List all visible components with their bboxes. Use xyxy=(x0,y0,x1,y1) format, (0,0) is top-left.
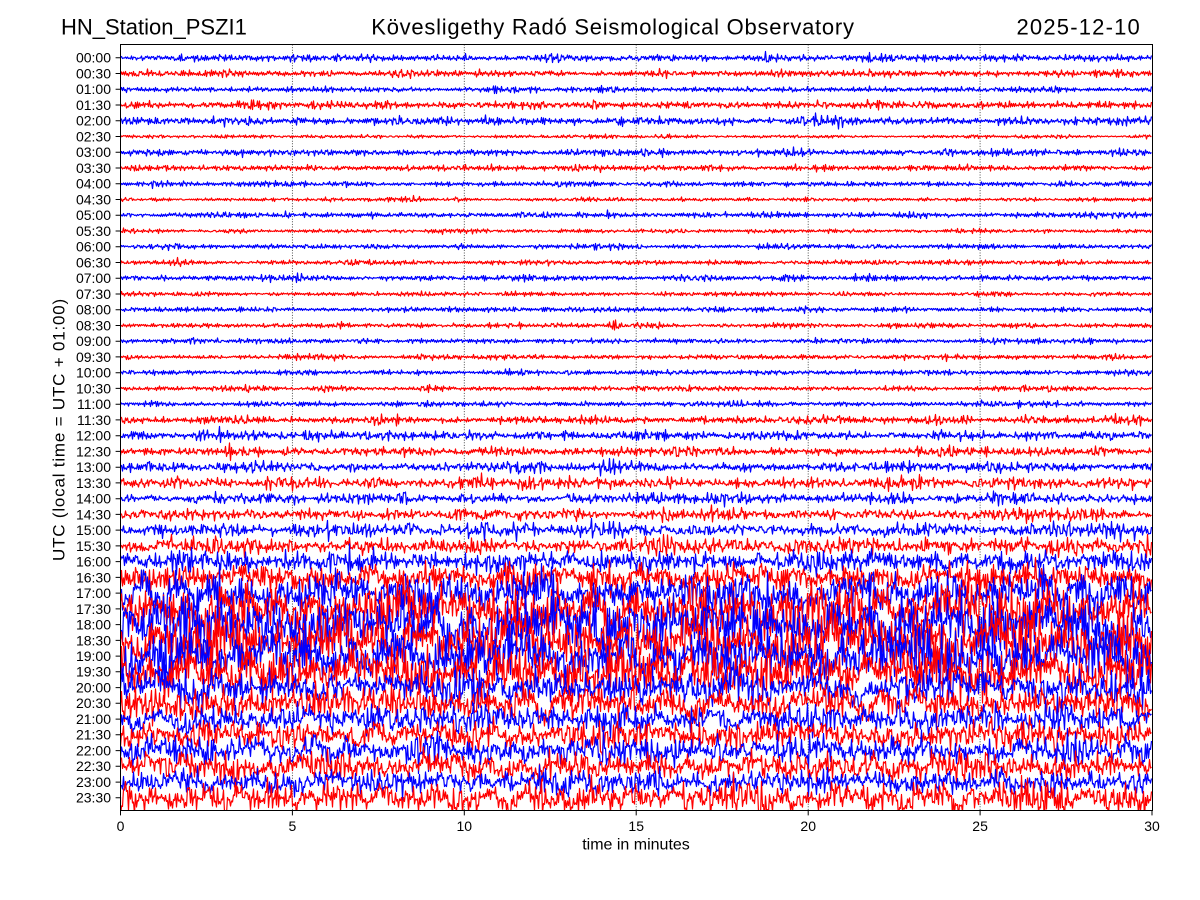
svg-text:15: 15 xyxy=(628,818,644,834)
svg-text:21:30: 21:30 xyxy=(76,727,111,743)
svg-text:17:00: 17:00 xyxy=(76,585,111,601)
svg-text:HN_Station_PSZI1: HN_Station_PSZI1 xyxy=(61,14,247,39)
svg-text:05:30: 05:30 xyxy=(76,223,111,239)
svg-text:22:30: 22:30 xyxy=(76,758,111,774)
svg-text:06:30: 06:30 xyxy=(76,254,111,270)
svg-text:06:00: 06:00 xyxy=(76,239,111,255)
svg-text:20:00: 20:00 xyxy=(76,680,111,696)
svg-text:03:00: 03:00 xyxy=(76,144,111,160)
svg-text:0: 0 xyxy=(117,818,125,834)
svg-text:5: 5 xyxy=(289,818,297,834)
svg-text:04:30: 04:30 xyxy=(76,191,111,207)
svg-text:07:00: 07:00 xyxy=(76,270,111,286)
svg-text:02:30: 02:30 xyxy=(76,128,111,144)
svg-text:2025-12-10: 2025-12-10 xyxy=(1016,14,1141,39)
svg-text:18:30: 18:30 xyxy=(76,632,111,648)
svg-text:00:00: 00:00 xyxy=(76,50,111,66)
svg-text:07:30: 07:30 xyxy=(76,286,111,302)
svg-text:21:00: 21:00 xyxy=(76,711,111,727)
svg-text:08:30: 08:30 xyxy=(76,317,111,333)
svg-text:15:30: 15:30 xyxy=(76,538,111,554)
svg-text:18:00: 18:00 xyxy=(76,617,111,633)
svg-text:02:00: 02:00 xyxy=(76,113,111,129)
svg-text:12:30: 12:30 xyxy=(76,443,111,459)
svg-text:20: 20 xyxy=(800,818,816,834)
svg-text:10:00: 10:00 xyxy=(76,365,111,381)
svg-text:01:30: 01:30 xyxy=(76,97,111,113)
svg-text:11:30: 11:30 xyxy=(77,412,111,428)
svg-text:15:00: 15:00 xyxy=(76,522,111,538)
svg-text:17:30: 17:30 xyxy=(76,601,111,617)
svg-text:14:30: 14:30 xyxy=(76,506,111,522)
svg-text:23:30: 23:30 xyxy=(76,790,111,806)
svg-text:16:00: 16:00 xyxy=(76,554,111,570)
svg-text:00:30: 00:30 xyxy=(76,65,111,81)
svg-text:04:00: 04:00 xyxy=(76,176,111,192)
svg-text:UTC (local time = UTC + 01:00): UTC (local time = UTC + 01:00) xyxy=(50,298,69,561)
svg-text:09:30: 09:30 xyxy=(76,349,111,365)
svg-text:time in minutes: time in minutes xyxy=(582,837,690,854)
svg-text:10:30: 10:30 xyxy=(76,380,111,396)
svg-text:09:00: 09:00 xyxy=(76,333,111,349)
svg-text:10: 10 xyxy=(457,818,473,834)
svg-text:13:00: 13:00 xyxy=(76,459,111,475)
svg-text:19:30: 19:30 xyxy=(76,664,111,680)
svg-text:30: 30 xyxy=(1144,818,1160,834)
svg-text:12:00: 12:00 xyxy=(76,428,111,444)
svg-text:16:30: 16:30 xyxy=(76,569,111,585)
svg-text:Kövesligethy Radó Seismologica: Kövesligethy Radó Seismological Observat… xyxy=(371,14,854,39)
svg-text:08:00: 08:00 xyxy=(76,302,111,318)
svg-text:03:30: 03:30 xyxy=(76,160,111,176)
svg-text:25: 25 xyxy=(972,818,988,834)
svg-text:23:00: 23:00 xyxy=(76,774,111,790)
svg-text:11:00: 11:00 xyxy=(77,396,111,412)
svg-text:01:00: 01:00 xyxy=(76,81,111,97)
svg-text:20:30: 20:30 xyxy=(76,695,111,711)
svg-text:22:00: 22:00 xyxy=(76,743,111,759)
svg-text:14:00: 14:00 xyxy=(76,491,111,507)
svg-text:05:00: 05:00 xyxy=(76,207,111,223)
svg-text:13:30: 13:30 xyxy=(76,475,111,491)
svg-text:19:00: 19:00 xyxy=(76,648,111,664)
